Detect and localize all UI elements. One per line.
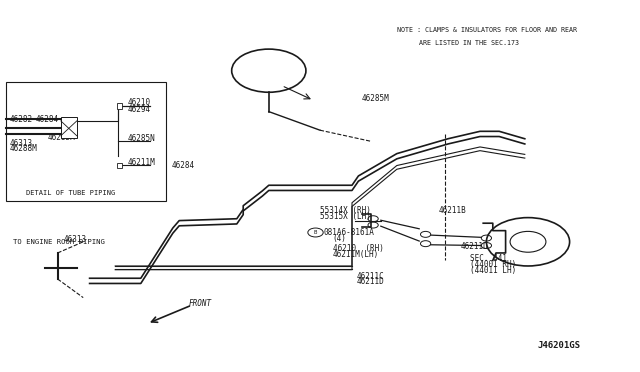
Text: (44001 RH): (44001 RH) [470,260,516,269]
Text: SEC. 441: SEC. 441 [470,254,508,263]
Text: 46210: 46210 [128,98,151,107]
Text: 46294: 46294 [128,105,151,114]
Bar [6,82,166,201]
Text: FRONT: FRONT [189,299,212,308]
Text: 46210  (RH): 46210 (RH) [333,244,383,253]
Text: 46282: 46282 [10,115,33,124]
Text: J46201GS: J46201GS [538,341,580,350]
Text: NOTE : CLAMPS & INSULATORS FOR FLOOR AND REAR: NOTE : CLAMPS & INSULATORS FOR FLOOR AND… [397,27,577,33]
Text: (44011 LH): (44011 LH) [470,266,516,275]
Text: 46285M: 46285M [362,94,389,103]
Text: 46285M: 46285M [48,133,76,142]
Text: TO ENGINE ROOM PIPING: TO ENGINE ROOM PIPING [13,239,105,245]
Bar [117,103,122,109]
Text: 46211M(LH): 46211M(LH) [333,250,379,259]
Text: 46211D: 46211D [357,278,385,286]
Text: B: B [314,230,317,235]
Text: ARE LISTED IN THE SEC.173: ARE LISTED IN THE SEC.173 [419,40,519,46]
Text: (4): (4) [333,234,347,243]
Text: 55314X (RH): 55314X (RH) [320,206,371,215]
Text: 46284: 46284 [35,115,58,124]
Text: 46211D: 46211D [461,242,488,251]
Text: 46285N: 46285N [128,134,156,143]
Text: 46211B: 46211B [438,206,466,215]
Text: 46313: 46313 [10,139,33,148]
Text: 081A6-8161A: 081A6-8161A [323,228,374,237]
Text: 46284: 46284 [172,161,195,170]
Text: DETAIL OF TUBE PIPING: DETAIL OF TUBE PIPING [26,190,115,196]
Bar [117,163,122,168]
Text: 55315X (LH): 55315X (LH) [320,212,371,221]
Bar [61,117,77,138]
Text: 46211M: 46211M [128,158,156,167]
Text: 46313: 46313 [64,235,87,244]
Text: 46211C: 46211C [357,272,385,280]
Text: 46288M: 46288M [10,144,37,153]
